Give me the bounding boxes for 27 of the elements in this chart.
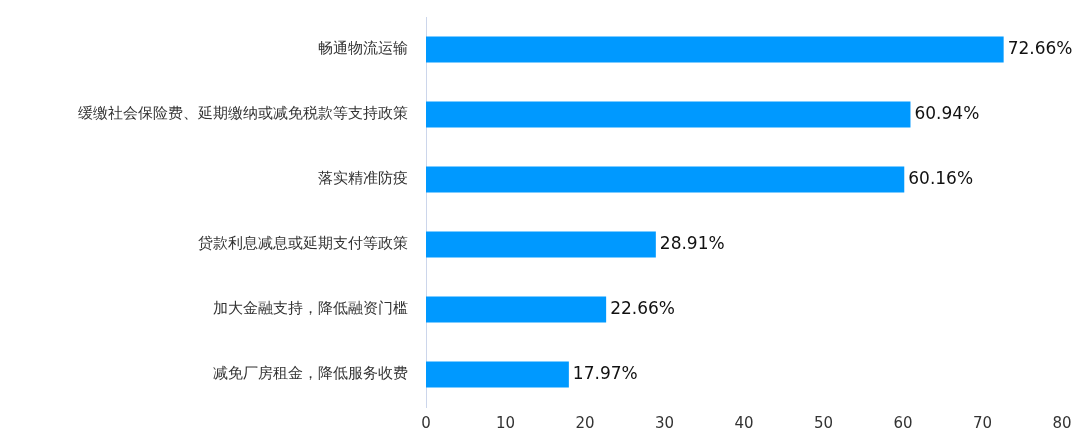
x-tick-label: 10 <box>495 413 516 432</box>
bar <box>426 361 569 388</box>
bar <box>426 36 1004 63</box>
data-label: 60.16% <box>908 167 974 188</box>
y-tick-label: 缓缴社会保险费、延期缴纳或减免税款等支持政策 <box>78 104 408 123</box>
data-label: 60.94% <box>914 102 980 123</box>
bar <box>426 166 905 193</box>
x-tick-label: 60 <box>893 413 913 432</box>
x-tick-label: 40 <box>734 413 754 432</box>
data-label: 22.66% <box>610 297 675 318</box>
y-tick-label: 加大金融支持，降低融资门槛 <box>213 299 408 318</box>
y-tick-label: 减免厂房租金，降低服务收费 <box>213 364 408 383</box>
x-tick-label: 30 <box>654 413 675 432</box>
x-tick-label: 70 <box>972 413 993 432</box>
data-label: 17.97% <box>572 362 638 383</box>
x-tick-label: 80 <box>1052 413 1072 432</box>
x-tick-label: 50 <box>813 413 834 432</box>
data-label: 72.66% <box>1007 37 1073 58</box>
bar <box>426 231 656 258</box>
bar <box>426 101 911 128</box>
y-tick-label: 落实精准防疫 <box>318 169 408 188</box>
x-tick-label: 20 <box>575 413 595 432</box>
x-tick-label: 0 <box>421 413 431 432</box>
data-label: 28.91% <box>659 232 725 253</box>
bar <box>426 296 607 323</box>
y-tick-label: 畅通物流运输 <box>318 39 408 58</box>
y-tick-label: 贷款利息减息或延期支付等政策 <box>198 234 408 253</box>
